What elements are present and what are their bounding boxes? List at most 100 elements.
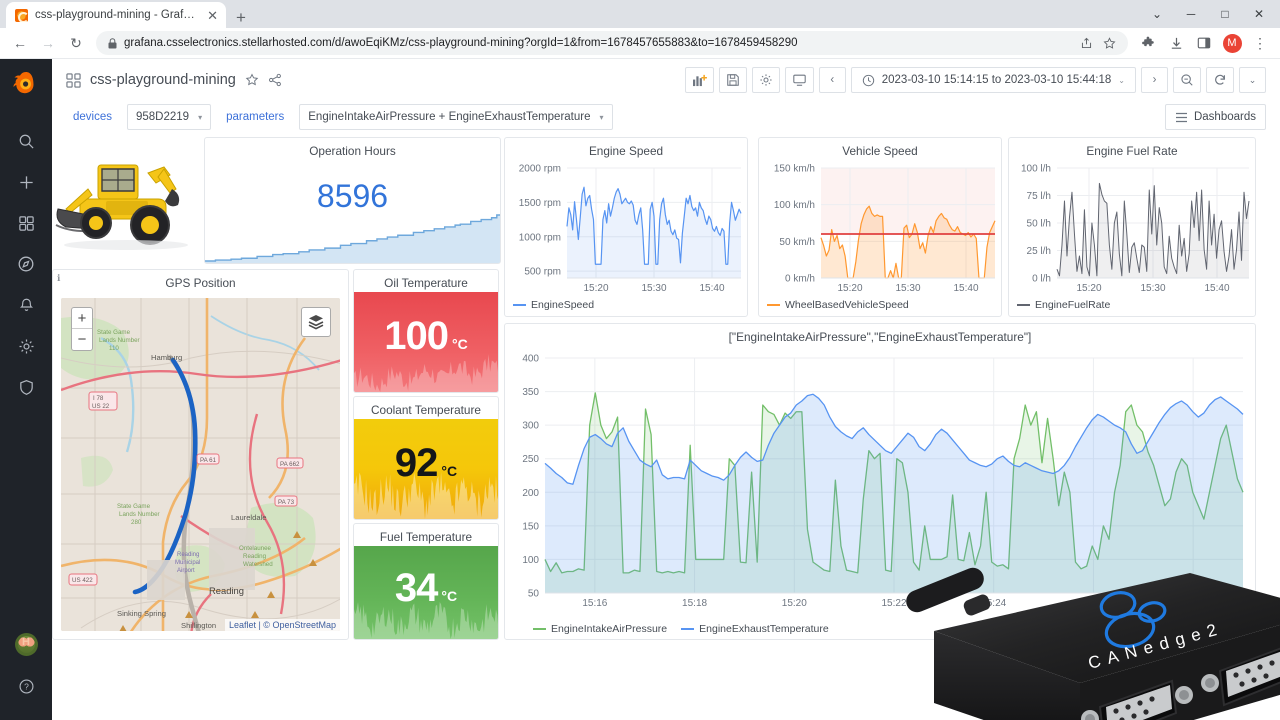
map-layers-button[interactable]: [301, 307, 331, 337]
svg-text:?: ?: [24, 681, 29, 691]
add-panel-button[interactable]: [684, 67, 714, 93]
map-zoom-in-button[interactable]: +: [72, 308, 92, 329]
legend-engine-fuel-rate: EngineFuelRate: [1017, 299, 1110, 311]
panel-fuel-temperature[interactable]: Fuel Temperature 34 °C: [353, 523, 499, 640]
map-label: Lands Number: [99, 337, 140, 344]
x-tick-label: 15:30: [895, 283, 920, 294]
refresh-button[interactable]: [1206, 67, 1234, 93]
dashboards-link-button[interactable]: Dashboards: [1164, 104, 1266, 130]
grafana-logo-icon[interactable]: [11, 69, 41, 99]
address-bar[interactable]: grafana.csselectronics.stellarhosted.com…: [96, 31, 1128, 55]
dashboard-settings-button[interactable]: [751, 67, 780, 93]
grafana-sidebar: ?: [0, 59, 52, 720]
sidebar-item-create[interactable]: [10, 166, 42, 198]
map-label: State Game: [97, 329, 131, 336]
y-tick-label: 300: [522, 421, 539, 432]
time-range-picker[interactable]: 2023-03-10 15:14:15 to 2023-03-10 15:44:…: [850, 67, 1136, 93]
refresh-interval-dropdown[interactable]: ⌄: [1239, 67, 1266, 93]
dashboard-grid-icon[interactable]: [66, 72, 81, 88]
forward-icon[interactable]: →: [41, 35, 55, 51]
browser-menu-icon[interactable]: ⋮: [1253, 34, 1267, 51]
panel-intake-exhaust[interactable]: ["EngineIntakeAirPressure","EngineExhaus…: [504, 323, 1256, 640]
dashboard-content: css-playground-mining: [52, 59, 1280, 720]
minimize-icon[interactable]: ─: [1186, 7, 1196, 21]
map-zoom-controls[interactable]: + −: [71, 307, 93, 351]
svg-text:PA 61: PA 61: [200, 457, 217, 464]
attribution-leaflet[interactable]: Leaflet: [228, 620, 256, 630]
browser-tabstrip: css-playground-mining - Grafana ✕ + ⌄ ─ …: [0, 0, 1280, 28]
panel-grid: Operation Hours 8596 Engine Speed: [52, 137, 1280, 720]
oil-temperature-sparkline: [354, 354, 498, 392]
sidebar-item-alerting[interactable]: [10, 289, 42, 321]
x-tick-label: 15:26: [1081, 598, 1106, 609]
back-icon[interactable]: ←: [13, 35, 27, 51]
maximize-icon[interactable]: □: [1221, 7, 1229, 21]
panel-oil-temperature[interactable]: Oil Temperature 100 °C: [353, 269, 499, 393]
series-line: [544, 392, 1244, 574]
profile-avatar[interactable]: M: [1218, 29, 1246, 57]
bookmark-star-icon[interactable]: [1103, 36, 1116, 50]
panel-engine-fuel-rate[interactable]: Engine Fuel Rate 0 l/h 25 l/h 50 l/h 75 l/h…: [1008, 137, 1256, 317]
tv-mode-button[interactable]: [784, 67, 814, 93]
sidebar-item-explore[interactable]: [10, 248, 42, 280]
x-tick-label: 15:22: [881, 598, 906, 609]
coolant-temperature-body: 92 °C: [354, 419, 498, 519]
window-controls: ⌄ ─ □ ✕: [1140, 0, 1276, 28]
attribution-osm[interactable]: OpenStreetMap: [272, 620, 336, 630]
sidebar-item-configuration[interactable]: [10, 330, 42, 362]
grafana-app: ? css-playground-mining: [0, 59, 1280, 720]
y-tick-label: 75 l/h: [1027, 191, 1051, 202]
reload-icon[interactable]: ↻: [70, 34, 82, 51]
legend-label: EngineFuelRate: [1035, 299, 1111, 311]
time-shift-forward-button[interactable]: ›: [1141, 67, 1168, 93]
panel-gps-position[interactable]: ℹ GPS Position: [52, 269, 349, 640]
x-tick-label: 15:16: [582, 598, 607, 609]
panel-title-operation-hours: Operation Hours: [309, 144, 396, 158]
browser-tab[interactable]: css-playground-mining - Grafana ✕: [6, 2, 226, 28]
panel-info-icon[interactable]: ℹ: [57, 273, 61, 283]
star-icon[interactable]: [245, 73, 259, 87]
map-label: 280: [131, 519, 142, 526]
sidebar-item-search[interactable]: [10, 125, 42, 157]
y-tick-label: 100 km/h: [774, 200, 815, 211]
fuel-temperature-sparkline: [354, 602, 498, 639]
share-icon[interactable]: [268, 73, 282, 87]
legend-label: EngineSpeed: [531, 299, 595, 311]
panel-title-intake-exhaust: ["EngineIntakeAirPressure","EngineExhaus…: [728, 330, 1032, 344]
panel-title-engine-speed: Engine Speed: [588, 144, 664, 158]
panel-vehicle-speed[interactable]: Vehicle Speed 0 km/h 50 km/h 100 km/h 150 k…: [758, 137, 1002, 317]
downloads-icon[interactable]: [1162, 29, 1190, 57]
breadcrumb: css-playground-mining: [66, 72, 282, 88]
panel-engine-speed[interactable]: Engine Speed 500 rpm 1000 rpm 1500 rpm 2000…: [504, 137, 748, 317]
leaflet-map[interactable]: Hamburg Laureldale Reading Shillington S…: [61, 298, 340, 631]
map-attribution[interactable]: Leaflet | © OpenStreetMap: [224, 619, 340, 631]
extensions-icon[interactable]: [1134, 29, 1162, 57]
map-label: Shillington: [181, 621, 216, 630]
save-dashboard-button[interactable]: [718, 67, 747, 93]
sidepanel-icon[interactable]: [1190, 29, 1218, 57]
new-tab-button[interactable]: +: [236, 8, 246, 27]
panel-coolant-temperature[interactable]: Coolant Temperature 92 °C: [353, 396, 499, 520]
map-label: Airport: [177, 568, 195, 574]
close-tab-icon[interactable]: ✕: [207, 7, 218, 23]
chevron-down-icon: ⌄: [1118, 75, 1125, 85]
sidebar-item-server-admin[interactable]: [10, 371, 42, 403]
variable-devices-select[interactable]: 958D2219 ▾: [127, 104, 212, 130]
sidebar-item-dashboards[interactable]: [10, 207, 42, 239]
tab-search-icon[interactable]: ⌄: [1151, 7, 1163, 21]
zoom-out-time-button[interactable]: [1173, 67, 1201, 93]
map-zoom-out-button[interactable]: −: [77, 331, 87, 348]
panel-operation-hours[interactable]: Operation Hours 8596: [204, 137, 501, 264]
x-tick-label: 15:24: [981, 598, 1006, 609]
browser-navbar: ← → ↻ grafana.csselectronics.stellarhost…: [0, 28, 1280, 59]
share-icon[interactable]: [1080, 37, 1093, 50]
user-avatar[interactable]: [14, 633, 38, 656]
chart-intake-exhaust: 50 100 150 200 250 300 350 400 15:16 15:18 15:20 15…: [522, 354, 1244, 609]
variable-parameters-select[interactable]: EngineIntakeAirPressure + EngineExhaustT…: [299, 104, 613, 130]
time-shift-back-button[interactable]: ‹: [818, 67, 846, 93]
help-icon[interactable]: ?: [10, 670, 42, 702]
legend-vehicle-speed: WheelBasedVehicleSpeed: [767, 299, 909, 311]
close-window-icon[interactable]: ✕: [1253, 7, 1265, 21]
svg-text:I 78: I 78: [93, 395, 104, 402]
